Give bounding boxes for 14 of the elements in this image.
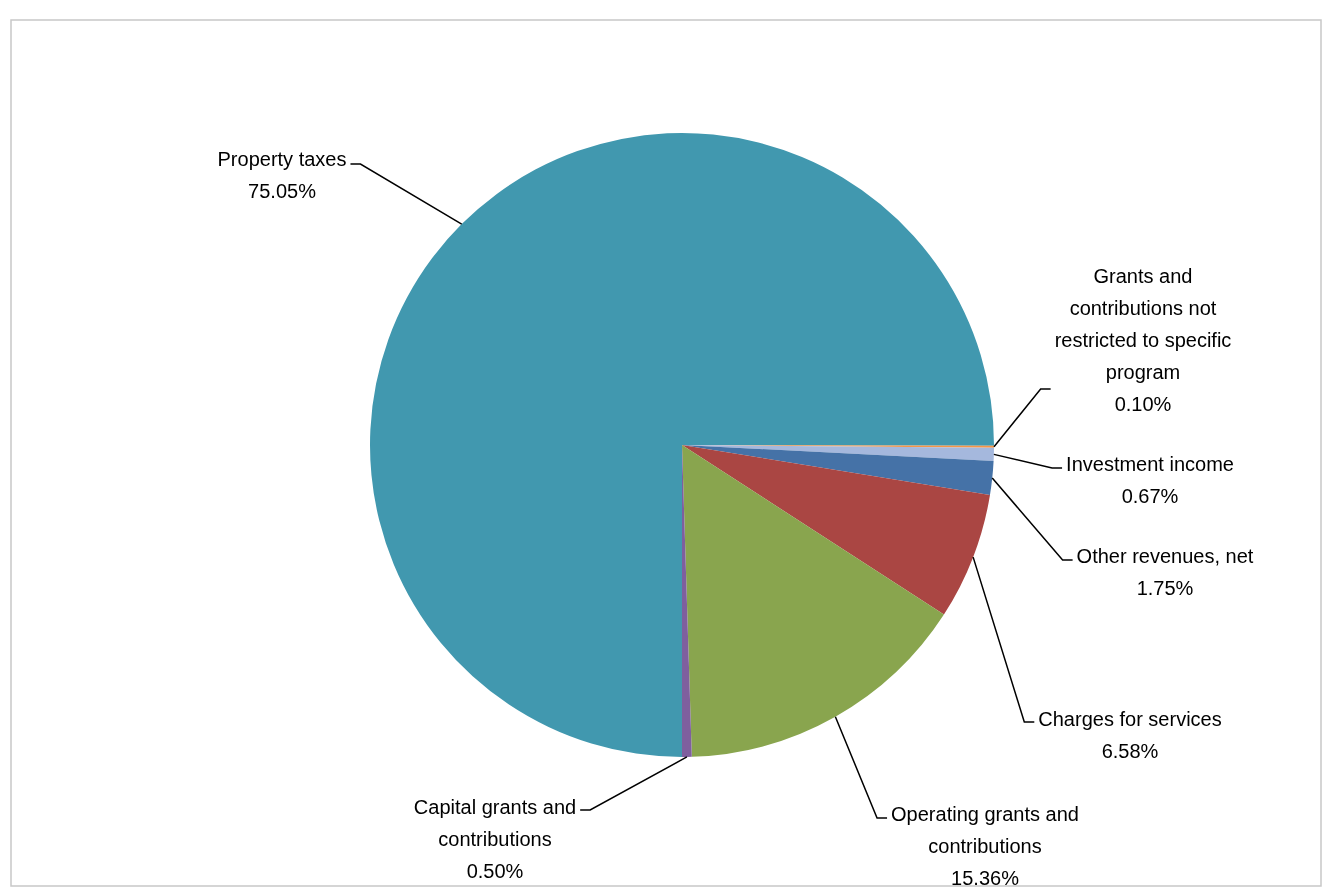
slice-label: Grants and contributions not restricted to specific program (1054, 264, 1232, 383)
slice-label: Charges for services (1038, 707, 1222, 730)
slice-label: Capital grants and contributions (413, 795, 577, 850)
slice-label: Other revenues, net (1076, 544, 1254, 567)
data-label: 0.50% (466, 859, 524, 882)
data-label: 6.58% (1101, 739, 1159, 762)
data-label: 15.36% (951, 866, 1020, 889)
slice-label: Operating grants and contributions (891, 802, 1079, 857)
data-label: 0.10% (1114, 392, 1172, 415)
data-label: 1.75% (1136, 576, 1194, 599)
data-label: 0.67% (1121, 484, 1179, 507)
slice-label: Investment income (1066, 452, 1234, 475)
slice-label: Property taxes (217, 147, 347, 170)
data-label: 75.05% (248, 179, 317, 202)
